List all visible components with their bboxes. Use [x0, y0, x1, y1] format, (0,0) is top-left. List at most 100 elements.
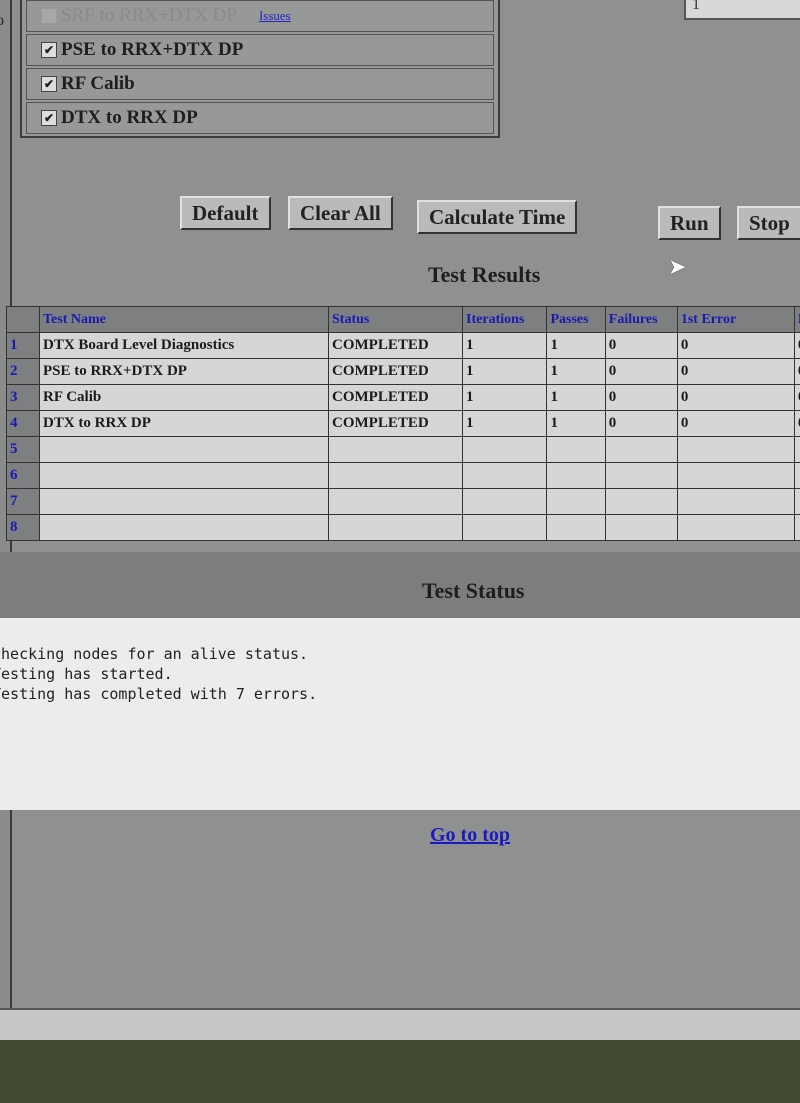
test-option-dtx[interactable]: ✔ DTX to RRX DP — [26, 102, 494, 134]
cell-status — [327, 488, 464, 515]
cell-status — [327, 514, 464, 541]
cell-first-error: 0 — [676, 384, 795, 411]
cell-name — [39, 514, 329, 541]
cell-passes — [546, 514, 606, 541]
cell-failures: 0 — [604, 332, 678, 359]
cell-name: DTX Board Level Diagnostics — [39, 332, 329, 359]
test-option-rf-calib[interactable]: ✔ RF Calib — [26, 68, 494, 100]
status-line: Testing has started. — [0, 665, 173, 683]
test-status-log: Checking nodes for an alive status. Test… — [0, 618, 800, 810]
status-line: Checking nodes for an alive status. — [0, 645, 309, 663]
cell-status: COMPLETED — [327, 410, 464, 437]
cell-status: COMPLETED — [327, 358, 464, 385]
cell-e — [793, 514, 800, 541]
table-row: 5 — [6, 436, 800, 463]
cell-name — [39, 436, 329, 463]
test-status-header: Test Status — [0, 552, 800, 618]
cell-iter: 1 — [462, 332, 548, 359]
cell-iter — [462, 514, 548, 541]
cell-e: 0 — [793, 332, 800, 359]
cell-first-error — [676, 436, 795, 463]
cell-first-error: 0 — [676, 358, 795, 385]
cell-first-error: 0 — [676, 332, 795, 359]
table-row: 8 — [6, 514, 800, 541]
row-number: 7 — [6, 488, 40, 515]
cell-e: 0 — [793, 384, 800, 411]
cell-status — [327, 462, 464, 489]
cell-iter: 1 — [462, 358, 548, 385]
issues-link[interactable]: Issues — [258, 8, 291, 23]
mouse-cursor-icon: ➤ — [668, 254, 687, 279]
table-header: Test Name Status Iterations Passes Failu… — [6, 306, 800, 333]
test-option-label: RF Calib — [61, 73, 135, 94]
cell-first-error: 0 — [676, 410, 795, 437]
cell-name — [39, 462, 329, 489]
checkbox-checked[interactable]: ✔ — [41, 110, 57, 126]
col-test-name: Test Name — [39, 306, 329, 333]
checkbox-checked[interactable]: ✔ — [41, 76, 57, 92]
cell-passes — [546, 436, 606, 463]
cell-first-error — [676, 488, 795, 515]
test-option-label: PSE to RRX+DTX DP — [61, 39, 244, 60]
cell-name: DTX to RRX DP — [39, 410, 329, 437]
row-number: 6 — [6, 462, 40, 489]
table-row: 1 DTX Board Level Diagnostics COMPLETED 1 1 0… — [6, 332, 800, 359]
test-status-title: Test Status — [422, 578, 525, 603]
cell-iter — [462, 462, 548, 489]
row-number: 5 — [6, 436, 40, 463]
test-checklist: SRF to RRX+DTX DP Issues ✔ PSE to RRX+DTX … — [20, 0, 500, 138]
test-option-label: SRF to RRX+DTX DP — [61, 5, 237, 26]
cell-failures — [604, 514, 678, 541]
cell-e — [793, 436, 800, 463]
top-input-field[interactable]: 1 — [684, 0, 800, 20]
cell-name: RF Calib — [39, 384, 329, 411]
cell-first-error — [676, 462, 795, 489]
col-passes: Passes — [546, 306, 606, 333]
col-e: E — [793, 306, 800, 333]
calculate-time-button[interactable]: Calculate Time — [417, 200, 578, 234]
cell-failures — [604, 436, 678, 463]
monitor-bezel — [0, 1040, 800, 1103]
cell-name: PSE to RRX+DTX DP — [39, 358, 329, 385]
stop-button[interactable]: Stop — [737, 206, 800, 240]
cell-e: 0 — [793, 410, 800, 437]
cell-failures: 0 — [604, 358, 678, 385]
cell-name — [39, 488, 329, 515]
left-edge-char: o — [0, 12, 4, 29]
table-row: 3RF CalibCOMPLETED11000 — [6, 384, 800, 411]
test-option-pse[interactable]: ✔ PSE to RRX+DTX DP — [26, 34, 494, 66]
col-iterations: Iterations — [462, 306, 548, 333]
col-status: Status — [327, 306, 464, 333]
test-results-title: Test Results — [428, 262, 541, 287]
checkbox-checked[interactable]: ✔ — [41, 42, 57, 58]
clear-all-button[interactable]: Clear All — [288, 196, 393, 230]
cell-iter: 1 — [462, 384, 548, 411]
test-option-srf: SRF to RRX+DTX DP Issues — [26, 0, 494, 32]
go-to-top-link[interactable]: Go to top — [430, 824, 510, 846]
cell-first-error — [676, 514, 795, 541]
run-button[interactable]: Run — [658, 206, 721, 240]
cell-failures: 0 — [604, 384, 678, 411]
cell-passes — [546, 488, 606, 515]
cell-passes: 1 — [546, 410, 606, 437]
col-first-error: 1st Error — [676, 306, 795, 333]
cell-passes: 1 — [546, 332, 606, 359]
table-row: 7 — [6, 488, 800, 515]
cell-iter: 1 — [462, 410, 548, 437]
cell-status: COMPLETED — [327, 384, 464, 411]
cell-e — [793, 488, 800, 515]
cell-status — [327, 436, 464, 463]
row-number: 3 — [6, 384, 40, 411]
row-number: 2 — [6, 358, 40, 385]
cell-iter — [462, 488, 548, 515]
test-results-table: Test Name Status Iterations Passes Failu… — [6, 306, 800, 541]
default-button[interactable]: Default — [180, 196, 271, 230]
cell-failures — [604, 462, 678, 489]
cell-e — [793, 462, 800, 489]
test-option-label: DTX to RRX DP — [61, 107, 198, 128]
cell-e: 0 — [793, 358, 800, 385]
window-bottom-frame — [0, 1008, 800, 1044]
status-line: Testing has completed with 7 errors. — [0, 685, 318, 703]
